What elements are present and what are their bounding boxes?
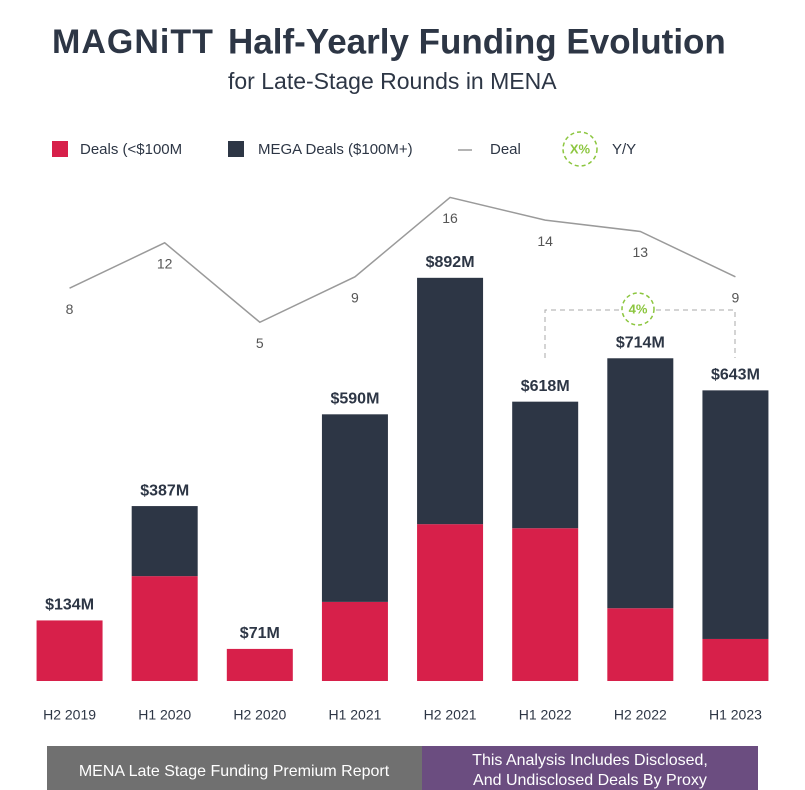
legend-label: MEGA Deals ($100M+) bbox=[258, 141, 413, 158]
total-label: $643M bbox=[711, 367, 760, 384]
bar-segment bbox=[702, 390, 769, 639]
logo: MAGNiTT bbox=[52, 23, 214, 61]
bar-segment bbox=[512, 401, 579, 529]
x-tick-label: H2 2019 bbox=[43, 707, 96, 723]
bar-segment bbox=[607, 358, 674, 609]
bar-segment bbox=[36, 620, 103, 681]
bar-segment bbox=[131, 506, 198, 577]
total-label: $71M bbox=[240, 625, 280, 642]
deal-label: 5 bbox=[256, 335, 264, 351]
bar-segment bbox=[131, 576, 198, 681]
x-tick-label: H1 2022 bbox=[519, 707, 572, 723]
chart-subtitle: for Late-Stage Rounds in MENA bbox=[228, 68, 557, 94]
yoy-circle bbox=[621, 292, 655, 326]
deal-label: 8 bbox=[66, 301, 74, 317]
bar-segment bbox=[321, 601, 388, 681]
deal-label: 12 bbox=[157, 256, 173, 272]
total-label: $590M bbox=[330, 391, 379, 408]
bar-segment bbox=[417, 277, 484, 525]
legend-label: Y/Y bbox=[612, 141, 636, 158]
footer-text: This Analysis Includes Disclosed, bbox=[472, 752, 708, 769]
deal-label: 14 bbox=[537, 233, 553, 249]
legend-label: Deal bbox=[490, 141, 521, 158]
deal-label: 9 bbox=[351, 290, 359, 306]
yoy-bracket bbox=[656, 309, 736, 358]
legend-swatch bbox=[52, 141, 68, 157]
legend: Deals (<$100M MEGA Deals ($100M+) Deal X… bbox=[52, 131, 636, 167]
yoy-bracket bbox=[544, 309, 620, 358]
x-tick-label: H2 2020 bbox=[233, 707, 286, 723]
x-tick-label: H2 2022 bbox=[614, 707, 667, 723]
footer-right bbox=[422, 746, 758, 790]
bar-segment bbox=[417, 524, 484, 681]
bar-segment bbox=[607, 608, 674, 681]
footer-text: MENA Late Stage Funding Premium Report bbox=[79, 763, 390, 780]
bar-segment bbox=[512, 528, 579, 681]
chart-title: Half-Yearly Funding Evolution bbox=[228, 22, 726, 61]
legend-yoy-circle bbox=[562, 131, 598, 167]
footer-left bbox=[47, 746, 422, 790]
legend-swatch bbox=[228, 141, 244, 157]
total-label: $618M bbox=[521, 378, 570, 395]
x-tick-label: H1 2021 bbox=[328, 707, 381, 723]
footer-text: And Undisclosed Deals By Proxy bbox=[473, 772, 707, 789]
legend-yoy-symbol: X% bbox=[570, 141, 591, 156]
deal-label: 16 bbox=[442, 210, 458, 226]
x-tick-label: H2 2021 bbox=[424, 707, 477, 723]
bar-segment bbox=[321, 414, 388, 602]
deal-line bbox=[69, 196, 736, 324]
bar-segment bbox=[226, 648, 293, 681]
yoy-label: 4% bbox=[629, 301, 648, 316]
x-tick-label: H1 2020 bbox=[138, 707, 191, 723]
total-label: $714M bbox=[616, 334, 665, 351]
x-tick-label: H1 2023 bbox=[709, 707, 762, 723]
total-label: $134M bbox=[45, 597, 94, 614]
total-label: $387M bbox=[140, 482, 189, 499]
yoy-annotation: 4% bbox=[544, 292, 736, 358]
deal-label: 13 bbox=[633, 244, 649, 260]
bar-segment bbox=[702, 638, 769, 681]
deal-label: 9 bbox=[732, 290, 740, 306]
total-label: $892M bbox=[426, 254, 475, 271]
legend-label: Deals (<$100M bbox=[80, 141, 182, 158]
